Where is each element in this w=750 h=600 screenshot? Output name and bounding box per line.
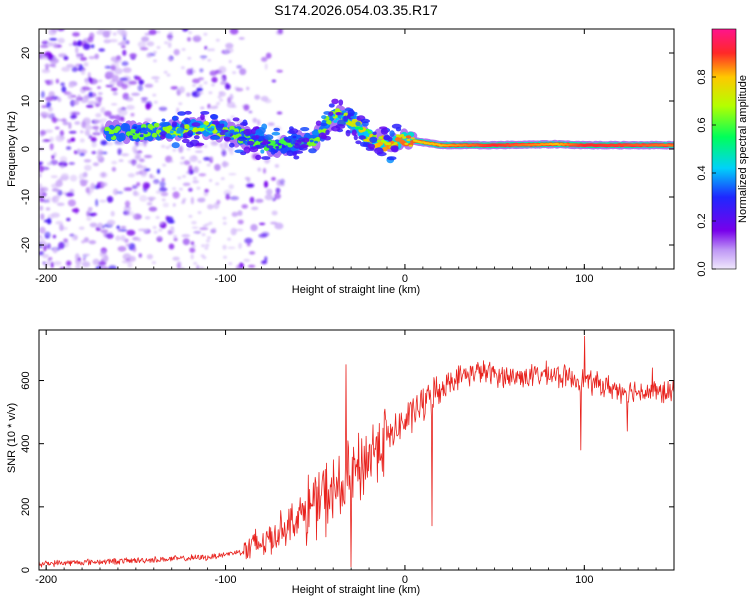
snr-background (39, 330, 674, 570)
colorbar-tick-label: 0.8 (696, 69, 708, 84)
snr-y-tick-label: 600 (20, 371, 32, 389)
colorbar-strip (711, 28, 737, 270)
snr-x-tick-label: -200 (35, 574, 57, 586)
snr-y-tick-label: 0 (20, 567, 32, 573)
spectrogram-y-ticks: -20 -10 0 10 20 (20, 47, 674, 253)
colorbar-ticks: 0.0 0.2 0.4 0.6 0.8 (696, 69, 716, 277)
spectrogram-x-ticks: -200 -100 0 100 (35, 29, 675, 285)
snr-series-line (39, 335, 674, 568)
spectrogram-heat-layer (39, 29, 674, 269)
spectrogram-y-tick-label: -10 (20, 189, 32, 205)
snr-y-ticks: 0 200 400 600 (20, 371, 674, 573)
spectrogram-x-tick-label: -100 (215, 273, 237, 285)
ridge-spread (159, 98, 402, 164)
spectrogram-y-tick-label: 20 (20, 47, 32, 59)
colorbar-label: Normalized spectral amplitude (737, 75, 749, 223)
snr-y-label: SNR (10 * v/v) (6, 403, 18, 473)
spectrogram-x-tick-label: -200 (35, 273, 57, 285)
snr-panel: -200 -100 0 100 0 200 400 600 Height of straig… (6, 329, 675, 596)
snr-x-ticks: -200 -100 0 100 (35, 330, 675, 586)
snr-y-tick-label: 400 (20, 435, 32, 453)
colorbar-tick-label: 0.0 (696, 261, 708, 276)
colorbar-tick-label: 0.4 (696, 165, 708, 180)
snr-x-tick-label: 100 (575, 574, 593, 586)
spectrogram-y-tick-label: -20 (20, 237, 32, 253)
snr-x-tick-label: -100 (215, 574, 237, 586)
snr-y-tick-label: 200 (20, 498, 32, 516)
snr-x-tick-label: 0 (402, 574, 408, 586)
colorbar-tick-label: 0.2 (696, 213, 708, 228)
colorbar-tick-label: 0.6 (696, 117, 708, 132)
colorbar: 0.0 0.2 0.4 0.6 0.8 Normalized spectral ampl… (696, 28, 749, 277)
figure-title: S174.2026.054.03.35.R17 (274, 2, 438, 18)
spectrogram-y-label: Frequency (Hz) (6, 111, 18, 187)
spectrogram-y-tick-label: 10 (20, 95, 32, 107)
snr-frame (38, 329, 675, 571)
snr-x-label: Height of straight line (km) (292, 584, 420, 596)
spectrogram-x-tick-label: 100 (575, 273, 593, 285)
spectrogram-x-tick-label: 0 (402, 273, 408, 285)
spectrogram-x-label: Height of straight line (km) (292, 284, 420, 296)
spectrogram-y-tick-label: 0 (20, 146, 32, 152)
